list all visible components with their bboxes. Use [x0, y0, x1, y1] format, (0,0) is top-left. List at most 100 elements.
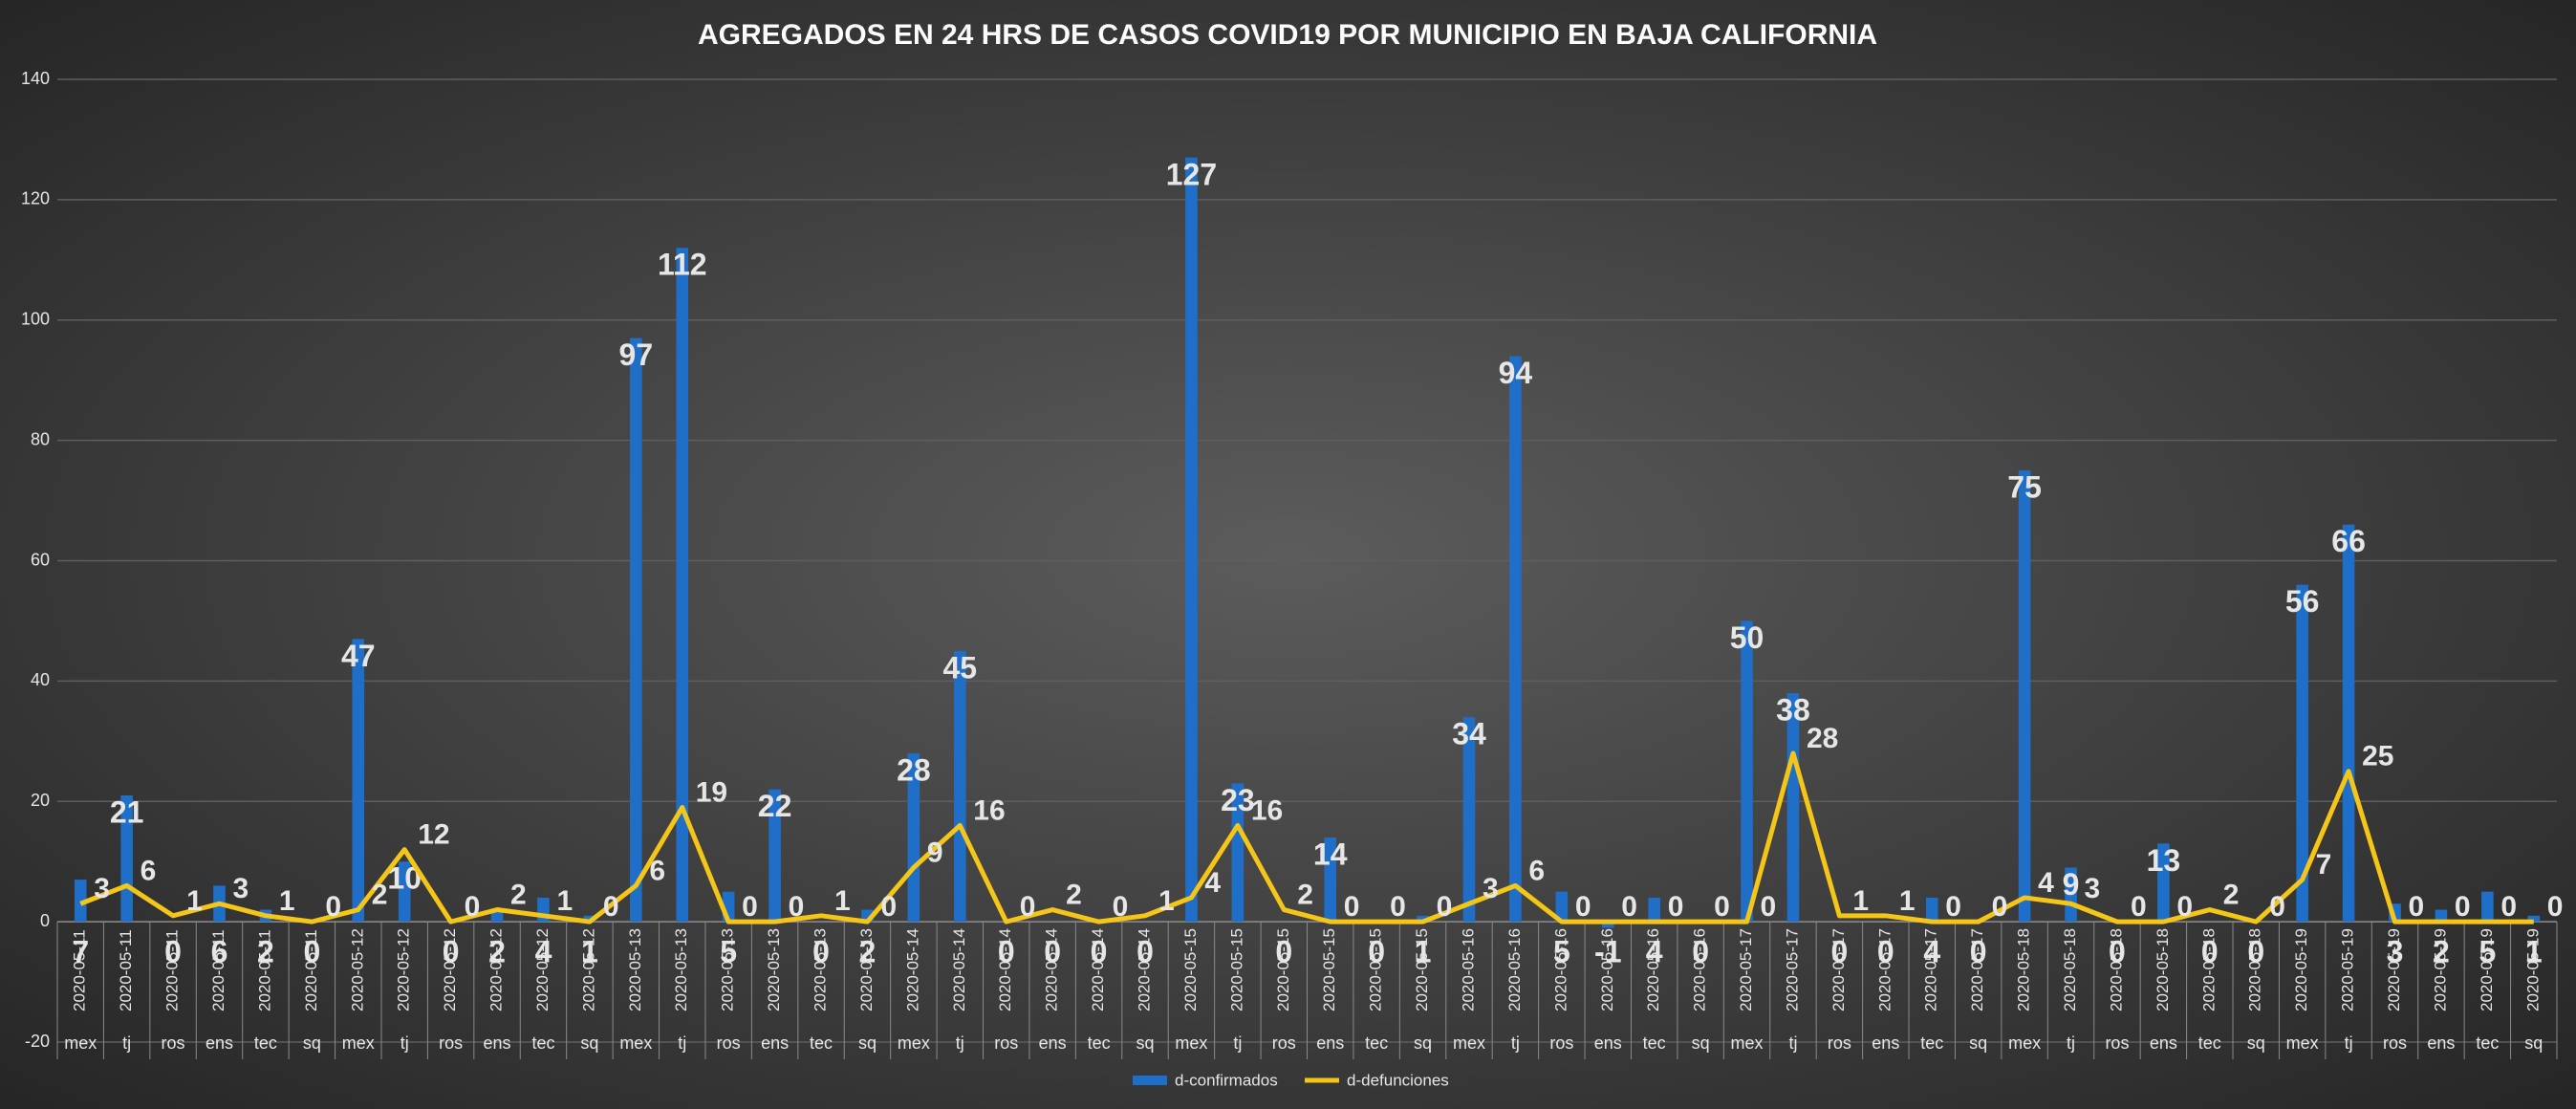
- x-tick-date: 2020-05-17: [1829, 928, 1848, 1011]
- x-tick-label: mex: [342, 1033, 375, 1053]
- line-value-label: 0: [1344, 891, 1360, 923]
- bar: [74, 880, 87, 923]
- x-tick-label: sq: [1136, 1033, 1155, 1053]
- x-tick-label: sq: [858, 1033, 877, 1053]
- bar-value-label: 9: [2063, 867, 2080, 902]
- x-tick-label: tec: [1643, 1033, 1666, 1053]
- line-value-label: 0: [325, 891, 341, 923]
- bar-value-label: 0: [1368, 935, 1385, 969]
- x-tick-date: 2020-05-15: [1274, 928, 1292, 1011]
- bar: [676, 248, 689, 923]
- bar-value-label: 56: [2285, 584, 2320, 619]
- x-tick-label: ros: [2383, 1033, 2407, 1053]
- line-value-label: 0: [603, 891, 619, 923]
- bar-value-label: 0: [2109, 935, 2126, 969]
- line-value-label: 3: [2085, 873, 2101, 904]
- x-tick-label: sq: [1969, 1033, 1987, 1053]
- x-tick-label: mex: [898, 1033, 930, 1053]
- x-tick-label: tec: [531, 1033, 554, 1053]
- bar-value-label: 34: [1452, 717, 1486, 751]
- x-tick-date: 2020-05-16: [1691, 928, 1709, 1011]
- x-tick-label: tj: [2067, 1033, 2075, 1053]
- x-tick-label: sq: [580, 1033, 598, 1053]
- x-tick-label: mex: [1175, 1033, 1207, 1053]
- bar-value-label: 5: [2479, 935, 2496, 969]
- bar-value-label: 0: [1275, 935, 1292, 969]
- bar-value-label: 0: [443, 935, 460, 969]
- bar-value-label: 7: [72, 935, 89, 969]
- bar-value-label: 2: [859, 935, 877, 969]
- line-value-label: 1: [1899, 885, 1916, 917]
- x-tick-label: ros: [162, 1033, 185, 1053]
- x-tick-label: tec: [254, 1033, 277, 1053]
- bar: [1741, 620, 1753, 923]
- x-tick-label: ros: [994, 1033, 1018, 1053]
- x-tick-date: 2020-05-15: [1181, 928, 1200, 1011]
- line-value-label: 0: [2131, 891, 2147, 923]
- x-tick-date: 2020-05-11: [209, 929, 227, 1011]
- bar-value-label: -1: [1594, 935, 1621, 969]
- x-tick-label: tj: [678, 1033, 686, 1053]
- x-tick-date: 2020-05-16: [1598, 928, 1616, 1011]
- x-tick-date: 2020-05-12: [579, 928, 597, 1011]
- y-tick-label: 20: [31, 791, 50, 810]
- bar-value-label: 2: [2433, 935, 2450, 969]
- x-tick-date: 2020-05-17: [1875, 928, 1894, 1011]
- x-tick-date: 2020-05-16: [1505, 928, 1524, 1011]
- bar-value-label: 45: [943, 650, 978, 685]
- x-tick-date: 2020-05-14: [1135, 928, 1153, 1011]
- bar: [1231, 783, 1245, 923]
- x-tick-label: tj: [400, 1033, 409, 1053]
- bar-value-label: 13: [2147, 843, 2181, 878]
- x-tick-label: tj: [1511, 1033, 1520, 1053]
- x-tick-date: 2020-05-12: [487, 928, 506, 1011]
- x-tick-label: tj: [1788, 1033, 1797, 1053]
- x-tick-date: 2020-05-14: [903, 928, 921, 1011]
- x-tick-label: mex: [2286, 1033, 2319, 1053]
- x-tick-label: ens: [1594, 1033, 1622, 1053]
- line-value-label: 0: [1437, 891, 1453, 923]
- x-tick-date: 2020-05-14: [996, 928, 1014, 1011]
- x-tick-date: 2020-05-18: [2107, 928, 2125, 1011]
- x-tick-label: sq: [2524, 1033, 2543, 1053]
- x-tick-label: mex: [2008, 1033, 2041, 1053]
- bar-value-label: 0: [1877, 935, 1894, 969]
- bar: [1185, 157, 1198, 923]
- x-tick-label: ens: [2150, 1033, 2177, 1053]
- bar: [2018, 470, 2031, 923]
- bar: [768, 789, 781, 923]
- bar: [2296, 584, 2308, 923]
- bar-value-label: 22: [758, 789, 792, 823]
- bar: [1555, 891, 1569, 923]
- x-tick-label: ens: [206, 1033, 233, 1053]
- y-tick-label: 40: [31, 670, 50, 689]
- x-tick-date: 2020-05-13: [812, 928, 830, 1011]
- x-tick-date: 2020-05-16: [1459, 928, 1477, 1011]
- x-tick-label: ens: [484, 1033, 511, 1053]
- legend-label: d-confirmados: [1175, 1071, 1278, 1089]
- line-value-label: 12: [418, 819, 449, 851]
- line-value-label: 2: [1297, 879, 1313, 910]
- line-value-label: 0: [1020, 891, 1036, 923]
- bar-value-label: 5: [1553, 935, 1570, 969]
- bar-value-label: 0: [1136, 935, 1154, 969]
- line-value-label: 0: [2269, 891, 2285, 923]
- bar-value-label: 3: [2387, 935, 2404, 969]
- x-tick-date: 2020-05-19: [2385, 928, 2403, 1011]
- line-value-label: 2: [1066, 879, 1082, 910]
- x-tick-label: sq: [1692, 1033, 1710, 1053]
- x-tick-label: ros: [2105, 1033, 2129, 1053]
- x-tick-date: 2020-05-18: [2154, 928, 2172, 1011]
- bar: [1462, 717, 1476, 923]
- line-value-label: 0: [1113, 891, 1129, 923]
- bar: [630, 337, 642, 923]
- bar-value-label: 2: [257, 935, 274, 969]
- line-value-label: 0: [2500, 891, 2517, 923]
- bar-value-label: 0: [2247, 935, 2264, 969]
- x-tick-date: 2020-05-11: [302, 929, 320, 1011]
- line-value-label: 0: [1575, 891, 1591, 923]
- line-value-label: 4: [2038, 867, 2054, 899]
- line-value-label: 0: [1761, 891, 1777, 923]
- x-tick-label: tec: [1920, 1033, 1943, 1053]
